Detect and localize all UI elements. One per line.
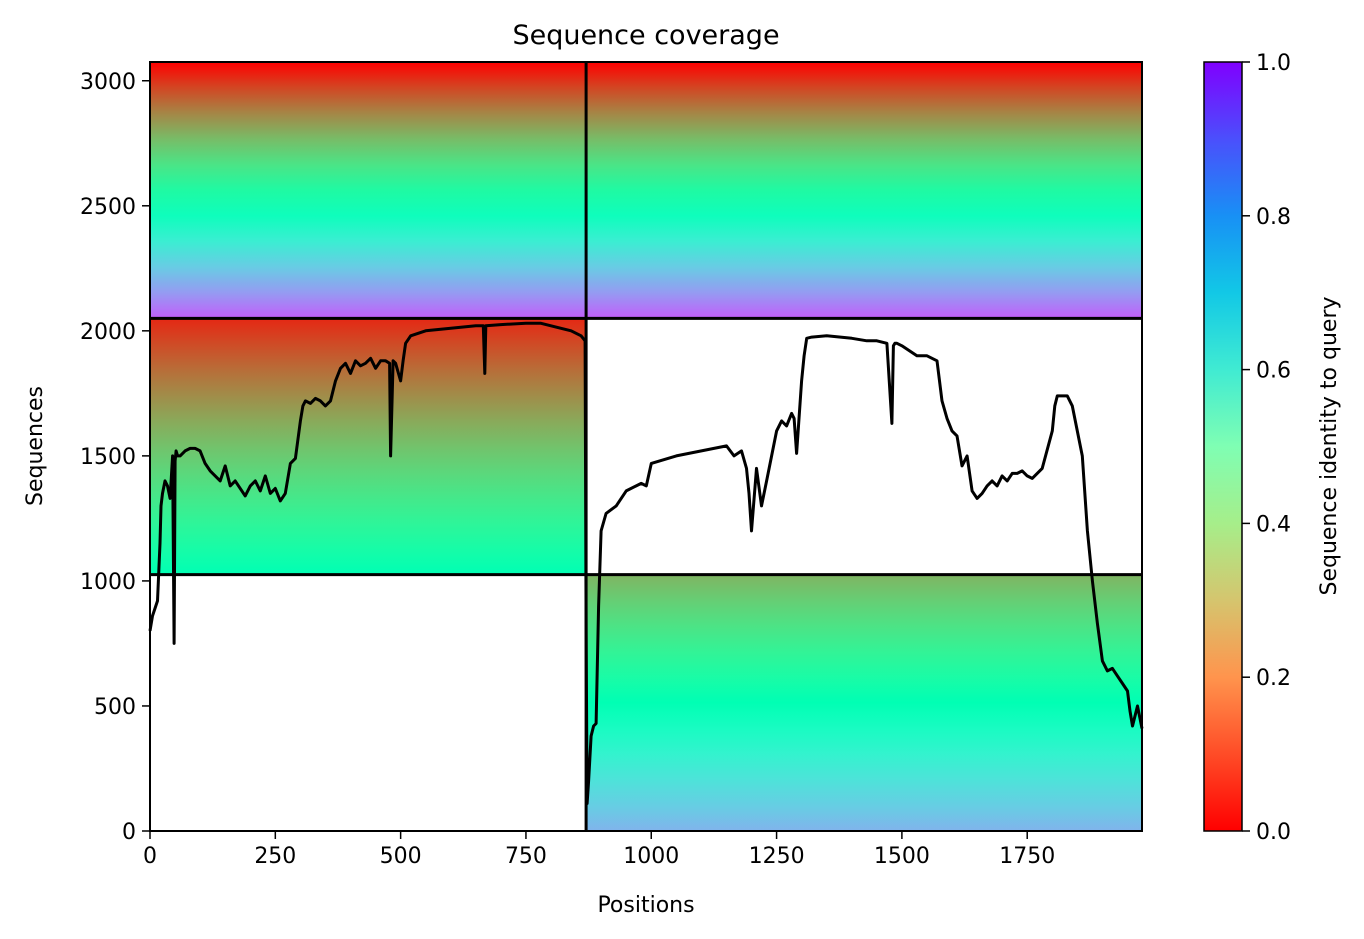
colorbar-tick-label: 1.0 bbox=[1256, 51, 1291, 76]
chart-title: Sequence coverage bbox=[512, 20, 779, 51]
colorbar-gradient bbox=[1203, 61, 1243, 832]
x-axis: 0 250 500 750 1000 1250 1500 1750 bbox=[143, 831, 1055, 869]
x-tick-label: 1000 bbox=[623, 844, 679, 869]
x-tick-label: 250 bbox=[254, 844, 296, 869]
heatmap-block-top-left bbox=[150, 62, 587, 319]
colorbar-ticks: 0.0 0.2 0.4 0.6 0.8 1.0 bbox=[1242, 51, 1291, 845]
y-tick-label: 1500 bbox=[80, 445, 136, 470]
y-tick-label: 1000 bbox=[80, 570, 136, 595]
plot-frame bbox=[149, 61, 1143, 832]
coverage-line-layer bbox=[148, 321, 1144, 805]
y-tick-label: 3000 bbox=[80, 70, 136, 95]
y-tick-label: 2000 bbox=[80, 320, 136, 345]
y-tick-label: 500 bbox=[94, 695, 136, 720]
x-axis-label: Positions bbox=[597, 893, 694, 918]
x-tick-label: 1500 bbox=[874, 844, 930, 869]
heatmap-block-middle-left bbox=[150, 318, 587, 575]
colorbar-tick-label: 0.8 bbox=[1256, 205, 1291, 230]
y-tick-label: 2500 bbox=[80, 195, 136, 220]
y-tick-label: 0 bbox=[122, 820, 136, 845]
colorbar-tick-label: 0.4 bbox=[1256, 512, 1291, 537]
heatmap-block-bottom-right bbox=[586, 574, 1142, 831]
colorbar: 0.0 0.2 0.4 0.6 0.8 1.0 Sequence identity to … bbox=[1203, 51, 1342, 845]
colorbar-tick-label: 0.0 bbox=[1256, 820, 1291, 845]
plot-area bbox=[150, 62, 1142, 831]
y-axis: 0 500 1000 1500 2000 2500 3000 bbox=[80, 70, 150, 845]
colorbar-label: Sequence identity to query bbox=[1317, 296, 1342, 595]
heatmap-block-top-right bbox=[586, 62, 1142, 319]
x-tick-label: 1750 bbox=[999, 844, 1055, 869]
x-tick-label: 0 bbox=[143, 844, 157, 869]
x-tick-label: 500 bbox=[380, 844, 422, 869]
colorbar-tick-label: 0.6 bbox=[1256, 359, 1291, 384]
chain-boundary-layer bbox=[150, 62, 1142, 831]
x-tick-label: 750 bbox=[505, 844, 547, 869]
x-tick-label: 1250 bbox=[749, 844, 805, 869]
colorbar-tick-label: 0.2 bbox=[1256, 666, 1291, 691]
coverage-line bbox=[148, 321, 1144, 805]
y-axis-label: Sequences bbox=[23, 386, 48, 506]
